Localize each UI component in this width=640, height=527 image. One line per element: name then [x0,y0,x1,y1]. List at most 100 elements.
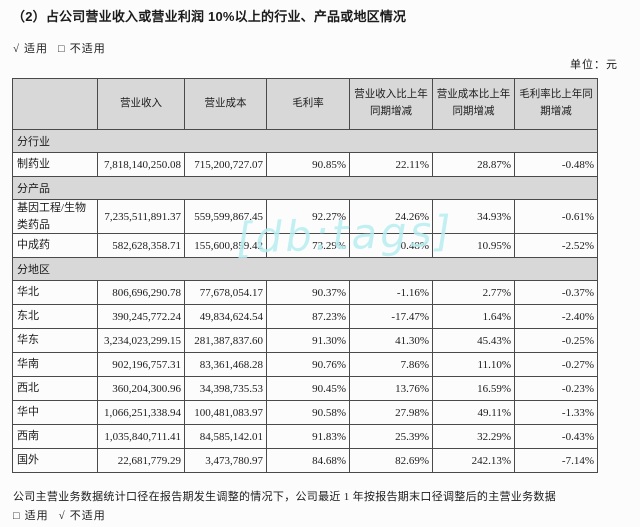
not-applicable-checkbox-icon: □ [58,43,66,55]
value-cell: 22.11% [349,152,433,177]
section-label-cell: 分行业 [12,129,598,153]
column-header-cell: 毛利率比上年同期增减 [514,78,598,130]
value-cell: 1,066,251,338.94 [97,400,185,425]
section-title: （2）占公司营业收入或营业利润 10%以上的行业、产品或地区情况 [12,9,407,24]
value-cell: 390,245,772.24 [97,304,185,329]
value-cell: 715,200,727.07 [184,152,267,177]
section-row: 分行业 [12,129,598,153]
column-header-cell: 毛利率 [266,78,350,130]
value-cell: -1.16% [349,280,433,305]
value-cell: -0.27% [514,352,598,377]
value-cell: 1,035,840,711.41 [97,424,185,449]
value-cell: 28.87% [432,152,515,177]
value-cell: -0.61% [514,199,598,234]
value-cell: 91.83% [266,424,350,449]
unit-label: 单位：元 [570,59,618,71]
value-cell: 27.98% [349,400,433,425]
value-cell: 7.86% [349,352,433,377]
value-cell: -0.23% [514,376,598,401]
row-label-cell: 东北 [12,304,98,329]
value-cell: -0.37% [514,280,598,305]
value-cell: 1.64% [432,304,515,329]
value-cell: 7,235,511,891.37 [97,199,185,234]
applicable-checkbox-icon: □ [13,510,21,522]
table-row: 制药业 7,818,140,250.08 715,200,727.07 90.85% 2… [12,152,598,177]
value-cell: 24.26% [349,199,433,234]
segment-performance-table: 营业收入 营业成本 毛利率 营业收入比上年同期增减 营业成本比上年同期增减 毛利率比上年同… [12,78,598,473]
value-cell: 25.39% [349,424,433,449]
value-cell: 11.10% [432,352,515,377]
applicable-label: 适用 [24,510,49,522]
row-label-cell: 制药业 [12,152,98,177]
table-header: 营业收入 营业成本 毛利率 营业收入比上年同期增减 营业成本比上年同期增减 毛利率比上年同… [12,78,598,130]
table-row: 西南 1,035,840,711.41 84,585,142.01 91.83% 25.… [12,424,598,449]
table-row: 华南 902,196,757.31 83,361,468.28 90.76% 7.86%… [12,352,598,377]
not-applicable-label: 不适用 [69,43,106,55]
header-row: 营业收入 营业成本 毛利率 营业收入比上年同期增减 营业成本比上年同期增减 毛利率比上年同… [12,78,598,130]
table-row: 基因工程/生物类药品 7,235,511,891.37 559,599,867.45… [12,199,598,234]
table-row: 华北 806,696,290.78 77,678,054.17 90.37% -1.16… [12,280,598,305]
value-cell: 902,196,757.31 [97,352,185,377]
section-row: 分产品 [12,176,598,200]
value-cell: -17.47% [349,304,433,329]
value-cell: 90.45% [266,376,350,401]
value-cell: 83,361,468.28 [184,352,267,377]
value-cell: 7,818,140,250.08 [97,152,185,177]
section-label-cell: 分地区 [12,257,598,281]
value-cell: -7.14% [514,448,598,473]
section-label-cell: 分产品 [12,176,598,200]
value-cell: -1.33% [514,400,598,425]
table-row: 西北 360,204,300.96 34,398,735.53 90.45% 13.76… [12,376,598,401]
value-cell: 82.69% [349,448,433,473]
row-label-cell: 华南 [12,352,98,377]
value-cell: 49.11% [432,400,515,425]
applicable-check-mark: √ [13,43,21,55]
value-cell: 87.23% [266,304,350,329]
row-label-cell: 华东 [12,328,98,353]
row-label-cell: 华中 [12,400,98,425]
applicability-selector-bottom: □ 适用 √ 不适用 [13,507,106,523]
value-cell: 22,681,779.29 [97,448,185,473]
value-cell: 34.93% [432,199,515,234]
row-label-cell: 西南 [12,424,98,449]
value-cell: 92.27% [266,199,350,234]
applicable-label: 适用 [24,43,49,55]
value-cell: 90.37% [266,280,350,305]
table-body: 分行业 制药业 7,818,140,250.08 715,200,727.07 90.8… [12,129,598,473]
value-cell: 360,204,300.96 [97,376,185,401]
value-cell: 90.76% [266,352,350,377]
value-cell: 49,834,624.54 [184,304,267,329]
value-cell: 91.30% [266,328,350,353]
value-cell: 90.58% [266,400,350,425]
value-cell: 3,234,023,299.15 [97,328,185,353]
table-row: 华东 3,234,023,299.15 281,387,837.60 91.30% 41… [12,328,598,353]
value-cell: 16.59% [432,376,515,401]
table-row: 东北 390,245,772.24 49,834,624.54 87.23% -17.4… [12,304,598,329]
value-cell: 13.76% [349,376,433,401]
value-cell: 84.68% [266,448,350,473]
value-cell: 84,585,142.01 [184,424,267,449]
value-cell: 582,628,358.71 [97,233,185,258]
value-cell: 90.85% [266,152,350,177]
value-cell: 155,600,859.42 [184,233,267,258]
row-label-cell: 中成药 [12,233,98,258]
row-label-cell: 华北 [12,280,98,305]
value-cell: 77,678,054.17 [184,280,267,305]
column-header-cell: 营业成本比上年同期增减 [432,78,515,130]
value-cell: -0.25% [514,328,598,353]
value-cell: 0.48% [349,233,433,258]
value-cell: 806,696,290.78 [97,280,185,305]
value-cell: 73.29% [266,233,350,258]
value-cell: 2.77% [432,280,515,305]
section-row: 分地区 [12,257,598,281]
value-cell: 3,473,780.97 [184,448,267,473]
value-cell: 41.30% [349,328,433,353]
not-applicable-check-mark: √ [58,510,66,522]
column-header-cell: 营业收入比上年同期增减 [349,78,433,130]
table-row: 国外 22,681,779.29 3,473,780.97 84.68% 82.69% 2… [12,448,598,473]
value-cell: -2.52% [514,233,598,258]
value-cell: 32.29% [432,424,515,449]
table-row: 华中 1,066,251,338.94 100,481,083.97 90.58% 27… [12,400,598,425]
row-label-cell: 国外 [12,448,98,473]
